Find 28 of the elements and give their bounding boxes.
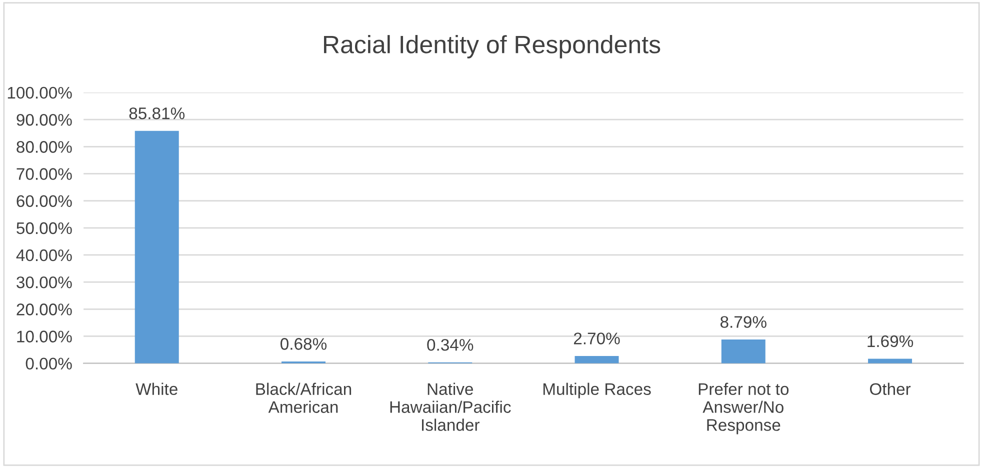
x-tick-label: Native Hawaiian/Pacific Islander [390,382,511,431]
chart-title: Racial Identity of Respondents [324,35,660,58]
x-tick-label: Multiple Races [543,382,651,398]
y-tick-label: 10.00% [17,330,72,342]
y-tick-label: 70.00% [16,168,72,180]
y-tick-label: 20.00% [16,304,72,316]
y-tick-label: 90.00% [16,114,72,126]
y-tick-label: 40.00% [16,249,72,262]
y-tick-label: 60.00% [16,195,72,208]
data-label: 0.34% [427,338,474,351]
data-label: 2.70% [574,332,620,344]
data-label: 85.81% [129,107,185,120]
y-tick-label: 100.00% [8,86,72,99]
x-tick-label: Prefer not to Answer/No Response [698,382,789,434]
x-tick-label: Other [870,382,911,396]
bar [721,340,766,364]
data-label: 1.69% [868,335,914,348]
data-label: 0.68% [280,338,327,350]
x-tick-label: White [136,382,178,396]
y-tick-label: 30.00% [16,276,72,288]
bar [574,356,619,364]
bar [134,130,179,364]
bar [868,358,912,364]
data-label: 8.79% [720,316,766,328]
y-tick-label: 50.00% [16,222,72,234]
y-tick-label: 0.00% [26,358,72,370]
y-tick-label: 80.00% [16,141,72,153]
x-tick-label: Black/African American [256,382,352,413]
